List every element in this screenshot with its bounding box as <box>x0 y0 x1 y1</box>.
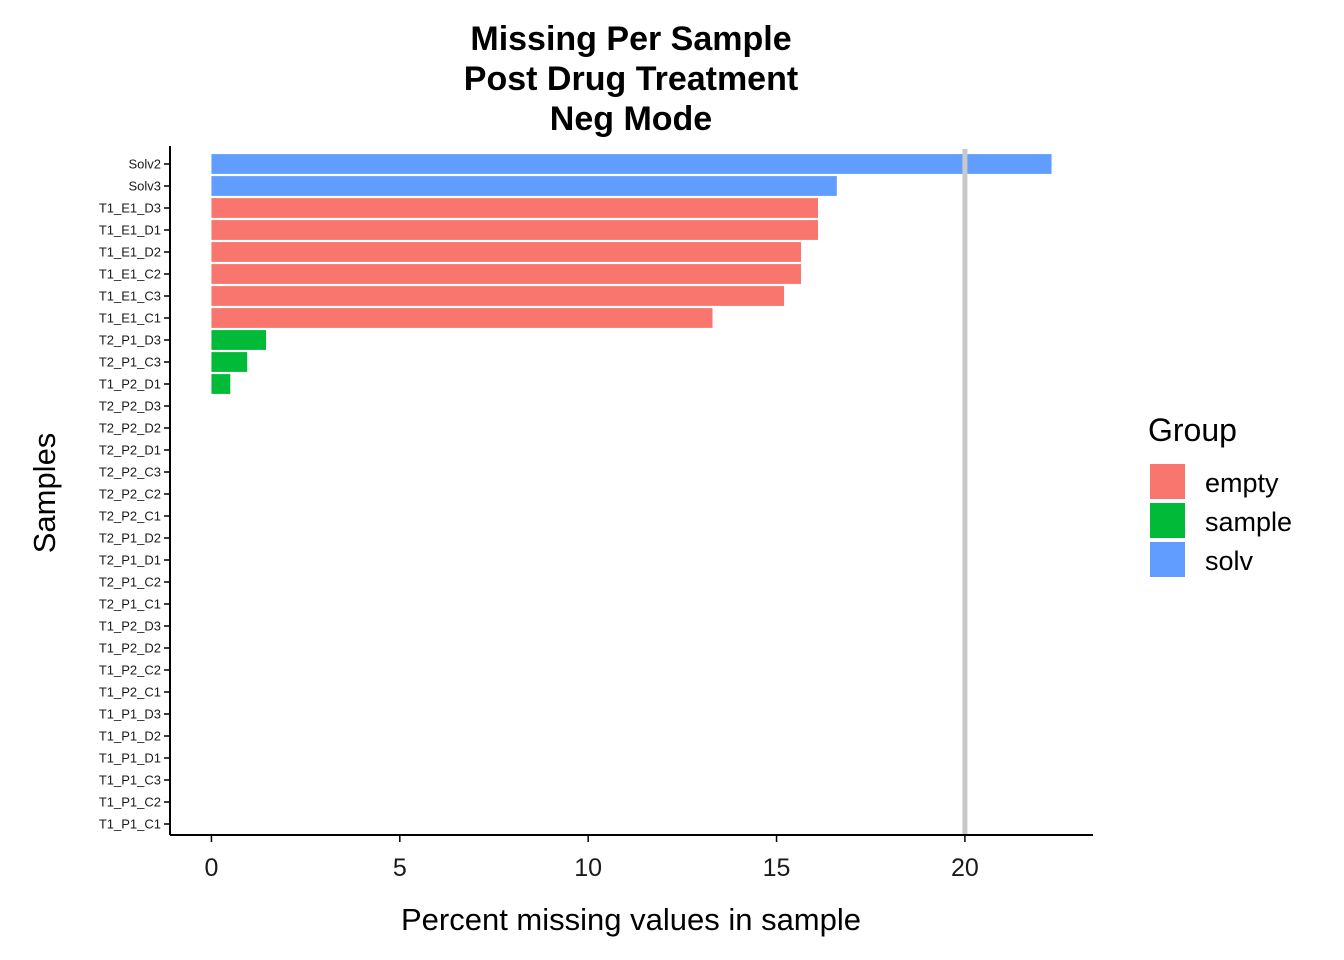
y-tick-label-t2_p1_c3: T2_P1_C3 <box>99 355 161 370</box>
legend-title: Group <box>1148 412 1237 448</box>
y-tick-label-t1_p1_c3: T1_P1_C3 <box>99 773 161 788</box>
legend-swatch-sample <box>1150 503 1185 538</box>
bar-t1_e1_d2 <box>211 242 802 262</box>
y-tick-label-t1_e1_c1: T1_E1_C1 <box>99 311 161 326</box>
y-tick-label-t1_p1_c1: T1_P1_C1 <box>99 817 161 832</box>
y-tick-label-t1_p2_c2: T1_P2_C2 <box>99 663 161 678</box>
y-tick-label-t1_p2_d2: T1_P2_D2 <box>99 641 161 656</box>
legend: Group empty sample solv <box>1148 412 1292 577</box>
bar-t2_p1_d3 <box>211 330 267 350</box>
chart-title-line-1: Missing Per Sample <box>470 20 791 58</box>
y-tick-label-t2_p2_c3: T2_P2_C3 <box>99 465 161 480</box>
y-tick-label-t1_p2_d1: T1_P2_D1 <box>99 377 161 392</box>
bar-solv3 <box>211 176 837 196</box>
bar-t1_e1_c3 <box>211 286 785 306</box>
legend-label-solv: solv <box>1205 546 1254 576</box>
legend-swatch-empty <box>1150 464 1185 499</box>
bar-t1_e1_d1 <box>211 220 818 240</box>
bar-t2_p1_c3 <box>211 352 248 372</box>
y-tick-label-t1_e1_d3: T1_E1_D3 <box>99 201 161 216</box>
y-tick-label-t2_p2_d1: T2_P2_D1 <box>99 443 161 458</box>
legend-label-empty: empty <box>1205 468 1279 498</box>
x-tick-label-0: 0 <box>204 854 218 882</box>
y-tick-label-t2_p1_d3: T2_P1_D3 <box>99 333 161 348</box>
y-tick-label-t2_p1_d2: T2_P1_D2 <box>99 531 161 546</box>
y-tick-label-t1_p2_d3: T1_P2_D3 <box>99 619 161 634</box>
bar-t1_e1_d3 <box>211 198 818 218</box>
y-tick-label-t2_p1_c2: T2_P1_C2 <box>99 575 161 590</box>
y-tick-label-t1_e1_c3: T1_E1_C3 <box>99 289 161 304</box>
legend-swatch-solv <box>1150 542 1185 577</box>
y-tick-label-t2_p2_d2: T2_P2_D2 <box>99 421 161 436</box>
bar-group <box>211 154 1052 394</box>
y-tick-label-t1_e1_c2: T1_E1_C2 <box>99 267 161 282</box>
legend-label-sample: sample <box>1205 507 1292 537</box>
y-tick-label-t2_p2_d3: T2_P2_D3 <box>99 399 161 414</box>
y-tick-label-t1_p1_d2: T1_P1_D2 <box>99 729 161 744</box>
y-tick-label-t2_p1_c1: T2_P1_C1 <box>99 597 161 612</box>
y-tick-label-t1_p2_c1: T1_P2_C1 <box>99 685 161 700</box>
x-tick-label-10: 10 <box>574 854 602 882</box>
y-tick-label-t2_p2_c1: T2_P2_C1 <box>99 509 161 524</box>
x-axis-title: Percent missing values in sample <box>401 902 861 937</box>
bar-t1_e1_c2 <box>211 264 802 284</box>
y-tick-label-solv2: Solv2 <box>128 157 161 172</box>
y-tick-label-t2_p1_d1: T2_P1_D1 <box>99 553 161 568</box>
bar-t1_e1_c1 <box>211 308 713 328</box>
y-tick-label-t1_e1_d1: T1_E1_D1 <box>99 223 161 238</box>
y-tick-label-t2_p2_c2: T2_P2_C2 <box>99 487 161 502</box>
x-tick-label-20: 20 <box>951 854 979 882</box>
y-tick-label-t1_p1_c2: T1_P1_C2 <box>99 795 161 810</box>
chart-title-line-2: Post Drug Treatment <box>464 60 798 98</box>
x-tick-label-5: 5 <box>393 854 407 882</box>
bar-solv2 <box>211 154 1052 174</box>
bar-t1_p2_d1 <box>211 374 231 394</box>
x-axis-ticks: 0 5 10 15 20 <box>204 835 979 882</box>
chart-title: Missing Per Sample Post Drug Treatment N… <box>464 20 798 138</box>
y-axis-title: Samples <box>27 433 62 554</box>
y-tick-label-t1_p1_d3: T1_P1_D3 <box>99 707 161 722</box>
y-tick-label-t1_p1_d1: T1_P1_D1 <box>99 751 161 766</box>
x-tick-label-15: 15 <box>763 854 791 882</box>
y-tick-label-t1_e1_d2: T1_E1_D2 <box>99 245 161 260</box>
chart-title-line-3: Neg Mode <box>550 100 712 138</box>
y-axis-ticks: Solv2 Solv3 T1_E1_D3 T1_E1_D1 T1_E1_D2 T1_E1_… <box>99 157 170 832</box>
y-tick-label-solv3: Solv3 <box>128 179 161 194</box>
